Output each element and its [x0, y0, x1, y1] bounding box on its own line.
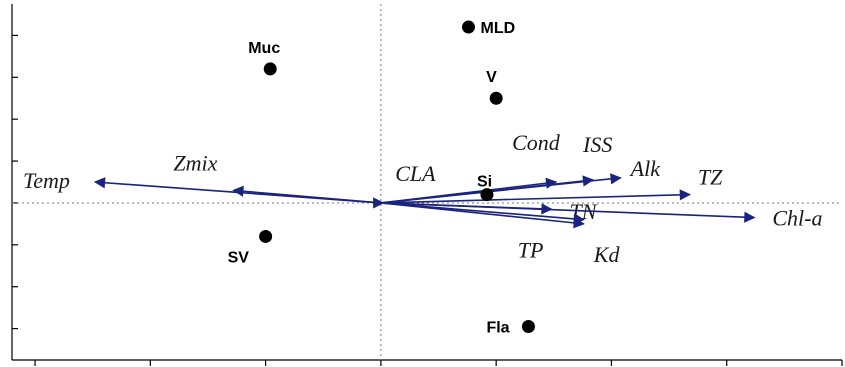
vector-label-temp: Temp: [23, 168, 70, 193]
vector-arrow-chl-a: [380, 202, 756, 223]
origin-guides: [12, 4, 842, 360]
vector-label-tp: TP: [518, 238, 544, 263]
sample-points: MLD Muc V Si SV Fla: [228, 20, 535, 336]
point-label-si: Si: [477, 174, 492, 191]
point-fla: [521, 319, 535, 333]
point-mld: [462, 20, 475, 34]
vector-label-tz: TZ: [698, 165, 723, 190]
vector-arrow-alk: [380, 173, 622, 204]
vector-label-cla: CLA: [395, 161, 436, 186]
vector-label-alk: Alk: [629, 156, 662, 181]
vector-label-chl-a: Chl-a: [772, 206, 822, 231]
point-sv: [259, 229, 273, 243]
vector-label-cond: Cond: [512, 130, 561, 155]
point-si: [480, 188, 494, 202]
vector-arrow-zmix: [232, 185, 381, 204]
vector-label-zmix: Zmix: [173, 150, 217, 175]
vector-label-kd: Kd: [593, 242, 621, 267]
vector-label-iss: ISS: [582, 132, 612, 157]
vector-arrow-tz: [380, 189, 691, 204]
point-label-fla: Fla: [486, 319, 509, 336]
point-muc: [263, 62, 277, 76]
vector-arrow-kd: [380, 202, 585, 229]
point-v: [489, 91, 503, 105]
point-label-muc: Muc: [248, 40, 280, 57]
point-label-mld: MLD: [481, 20, 516, 37]
point-label-sv: SV: [228, 249, 250, 266]
point-label-v: V: [486, 69, 497, 86]
